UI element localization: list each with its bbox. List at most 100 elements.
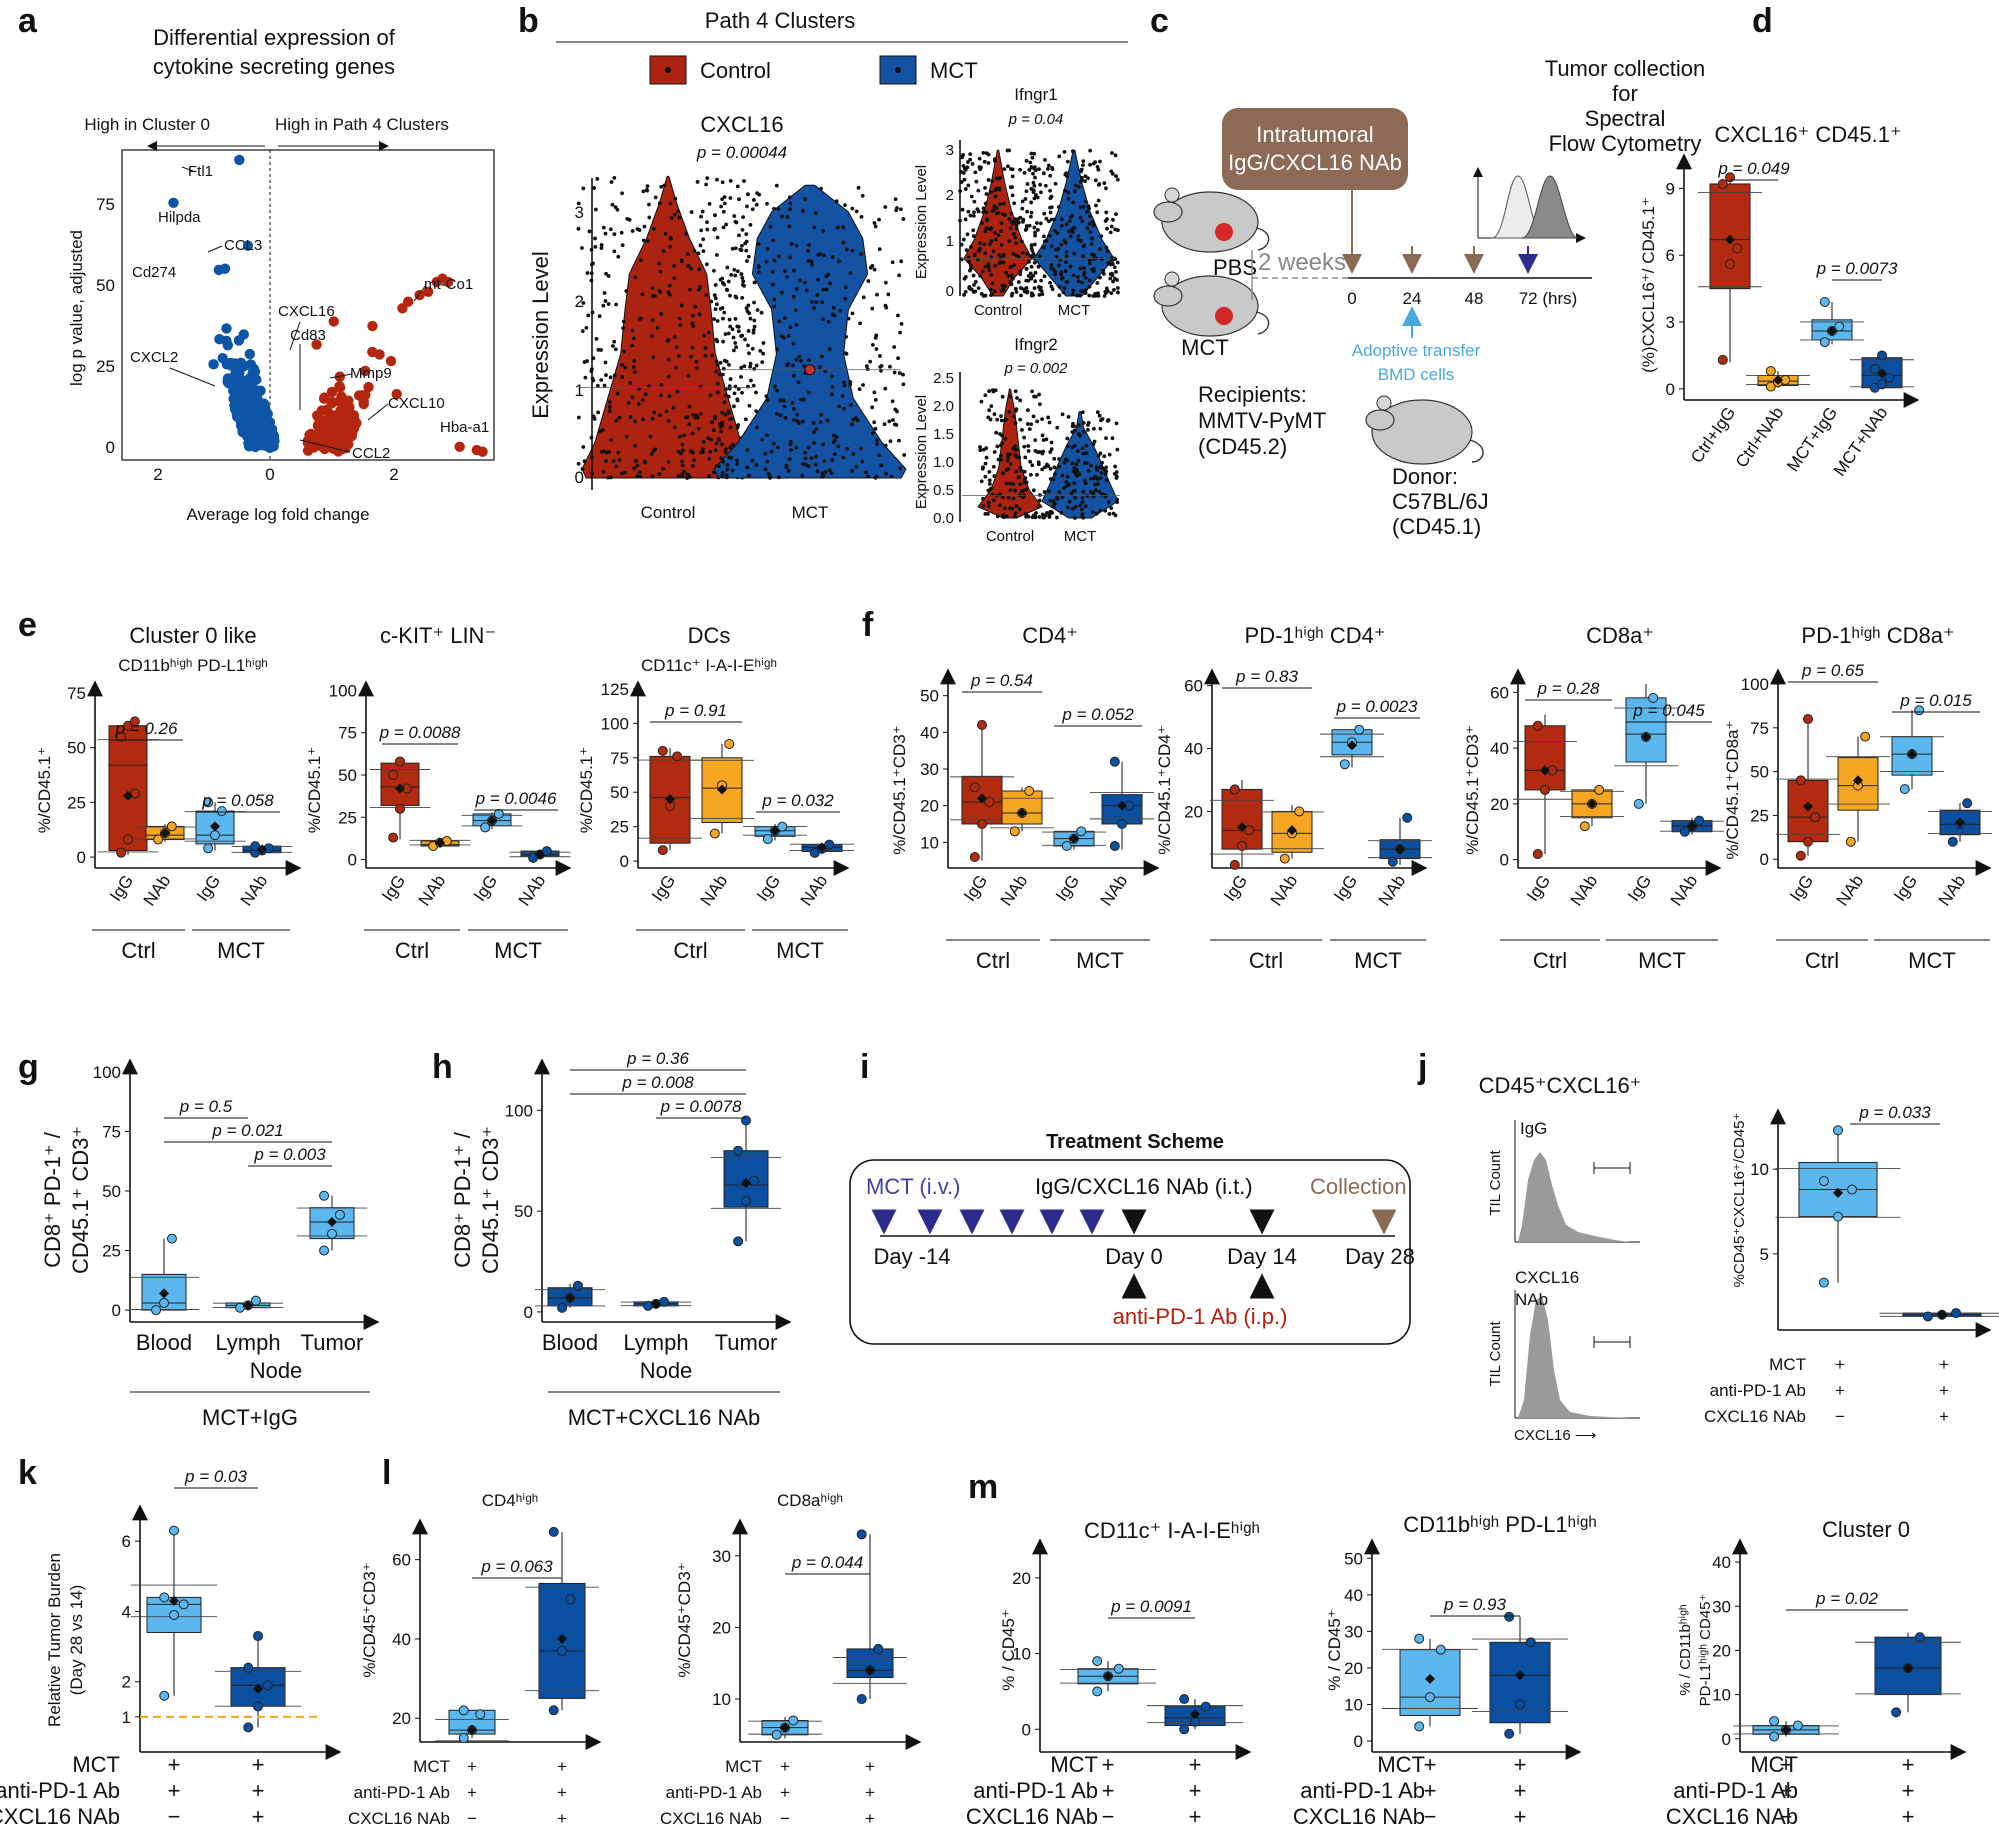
m2-treat-sign: − xyxy=(1424,1804,1437,1829)
violin-ifngr2-mct-cell xyxy=(1079,507,1084,512)
e2-point xyxy=(395,756,405,767)
violin-control-cell xyxy=(746,343,750,348)
violin-control-cell xyxy=(659,393,663,398)
l1-treat-row-label: MCT xyxy=(413,1757,450,1776)
violin-ifngr2-mct-cell xyxy=(1051,477,1056,482)
violin-ifngr2-control-cell xyxy=(1034,394,1038,399)
violin-mct-cell xyxy=(889,474,894,479)
violin-ifngr1-control-cell xyxy=(969,194,974,199)
e1-mean xyxy=(210,821,220,832)
violin-ifngr1-mct-cell xyxy=(1029,264,1034,269)
violin-mct-cell xyxy=(718,360,723,365)
violin-control-cell xyxy=(715,177,719,182)
violin-ifngr2-control-cell xyxy=(1000,433,1005,438)
violin-mct-cell xyxy=(850,248,855,253)
f3-point xyxy=(1532,849,1543,860)
violin-ifngr1-mct-cell xyxy=(1033,279,1038,284)
violin-ifngr1-control-cell xyxy=(981,206,986,211)
violin-ifngr1-mct-cell xyxy=(1105,217,1109,221)
gene-cd274: Cd274 xyxy=(132,264,176,281)
h-xlabel: Lymph xyxy=(623,1330,688,1355)
violin-ifngr1-control-cell xyxy=(1022,171,1027,175)
violin-control-cell xyxy=(617,415,622,420)
violin-mct-cell xyxy=(898,466,903,471)
m3-tick-label: 40 xyxy=(1712,1553,1731,1572)
violin-mct-cell xyxy=(733,294,738,299)
violin-control-cell xyxy=(691,463,695,468)
f4-mean xyxy=(1853,775,1863,786)
f3-xlabel: NAb xyxy=(1667,871,1702,909)
violin-control-cell xyxy=(663,231,668,236)
violin-ifngr1-control-cell xyxy=(964,248,969,253)
violin-ifngr2-mct-cell xyxy=(1053,472,1057,476)
violin-mct-cell xyxy=(739,374,743,379)
legend-control-dot xyxy=(665,67,671,73)
violin-ifngr1-mct-cell xyxy=(1029,214,1033,219)
e2-group-label: Ctrl xyxy=(395,938,429,963)
m2-treat-sign: + xyxy=(1424,1752,1437,1777)
violin-mct-cell xyxy=(874,442,879,446)
violin-ifngr1-mct-cell xyxy=(1093,178,1098,183)
violin-ifngr1-mct-cell xyxy=(1083,174,1088,179)
violin-mct-cell xyxy=(744,248,749,253)
violin-ifngr2-mct-cell xyxy=(1072,481,1077,486)
violin-ifngr2-control-cell xyxy=(1030,463,1035,468)
violin-ifngr1-mct-cell xyxy=(1097,247,1102,251)
panel-label-a: a xyxy=(18,2,38,40)
violin-ifngr2-control-cell xyxy=(1033,438,1038,443)
violin-ifngr2-mct-cell xyxy=(1047,420,1052,425)
e3-point xyxy=(657,845,668,856)
violin-mct-cell xyxy=(765,246,770,251)
violin-control-cell xyxy=(584,326,589,330)
violin-ifngr1-mct-cell xyxy=(1080,280,1084,285)
e2-pvalue: p = 0.0046 xyxy=(475,789,557,808)
e2-xlabel: IgG xyxy=(470,871,501,904)
violin-control-cell xyxy=(698,243,703,248)
l2-point xyxy=(856,1694,867,1705)
violin-ifngr1-mct-cell xyxy=(1038,221,1043,226)
violin-control-cell xyxy=(701,249,706,253)
f4-xlabel: NAb xyxy=(1935,871,1970,909)
violin-mct-cell xyxy=(835,225,840,230)
violin-mct-cell xyxy=(883,205,888,209)
b-ifngr1-p: p = 0.04 xyxy=(1008,111,1064,128)
violin-ifngr2-mct-cell xyxy=(1057,457,1061,461)
violin-mct-cell xyxy=(716,390,720,395)
e3-mean xyxy=(770,825,780,836)
l1-treat-row-label: anti-PD-1 Ab xyxy=(354,1783,450,1802)
violin-ifngr1-control-cell xyxy=(972,199,977,204)
violin-mct-cell xyxy=(821,442,826,447)
e2-point xyxy=(441,835,452,846)
violin-control-cell xyxy=(690,345,695,350)
violin-ifngr2-mct-cell xyxy=(1049,447,1054,452)
f3-point xyxy=(1694,815,1705,826)
volcano-point-blue xyxy=(223,377,234,389)
violin-mct-cell xyxy=(850,206,855,211)
f4-point xyxy=(1803,836,1813,847)
violin-ifngr1-control-cell xyxy=(962,276,967,281)
f1-mean xyxy=(1069,833,1079,844)
violin-ifngr1-mct-cell xyxy=(1113,227,1118,232)
violin-ifngr1-control-cell xyxy=(1019,239,1024,244)
violin-ifngr2-mct-cell xyxy=(1080,446,1085,451)
violin-mct-cell xyxy=(811,421,816,425)
violin-mct-cell xyxy=(723,332,728,337)
e2-point xyxy=(388,770,399,780)
violin-mct-cell xyxy=(870,306,875,311)
e3-tick-label: 25 xyxy=(610,818,629,837)
b-mean-marker xyxy=(804,364,816,376)
violin-control-cell xyxy=(731,348,736,353)
m3-tick-label: 20 xyxy=(1712,1641,1731,1660)
violin-ifngr1-mct-cell xyxy=(1070,149,1075,154)
m2-tick-label: 50 xyxy=(1344,1549,1363,1568)
violin-mct-cell xyxy=(866,279,871,283)
d-tick-label: 9 xyxy=(1666,179,1675,198)
g-mean xyxy=(159,1288,169,1299)
violin-control-cell xyxy=(703,353,708,358)
c-time-72: 72 (hrs) xyxy=(1519,289,1578,308)
violin-mct-cell xyxy=(812,306,816,310)
violin-mct-cell xyxy=(887,419,892,424)
panel-m: m CD11c⁺ I-A-I-Eʰⁱᵍʰ CD11bʰⁱᵍʰ PD-L1ʰⁱᵍʰ… xyxy=(966,1468,1967,1829)
violin-control-cell xyxy=(724,387,728,392)
